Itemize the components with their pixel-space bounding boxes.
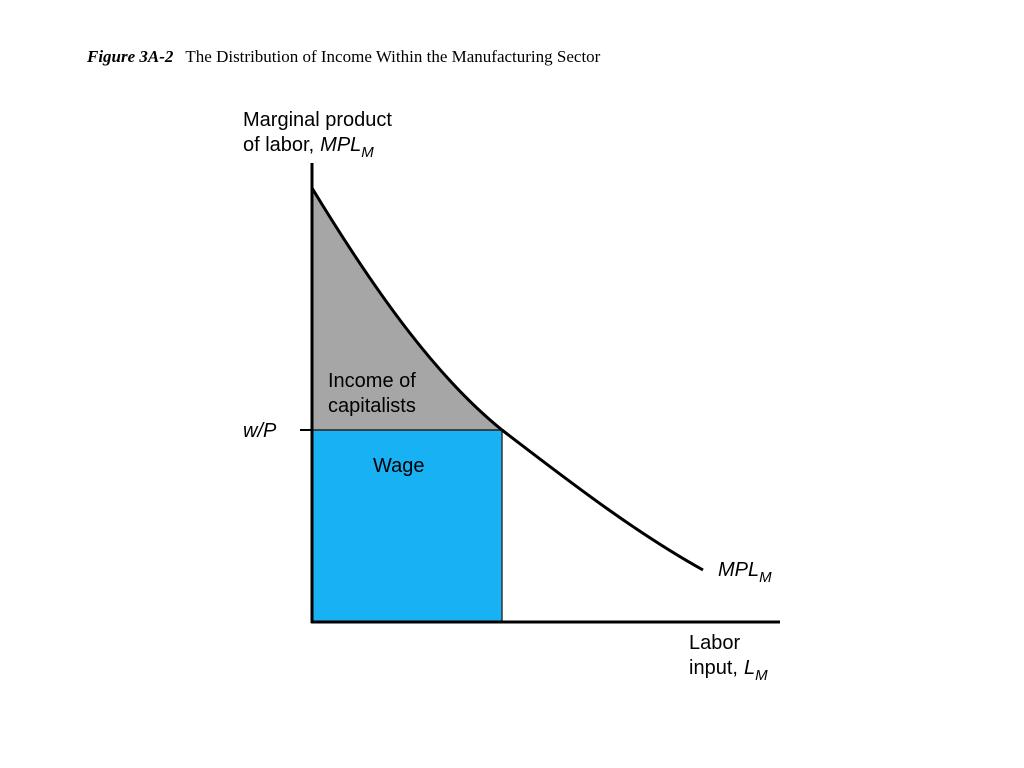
x-axis-symbol: L (744, 657, 755, 679)
wage-area (311, 429, 503, 623)
y-axis-label-line1: Marginal product (243, 109, 392, 131)
curve-symbol: MPL (718, 559, 759, 581)
capitalist-income-area (312, 188, 502, 430)
mpl-curve (310, 187, 704, 572)
x-axis-label-text: input, (689, 657, 738, 679)
figure-number: Figure 3A-2 (86, 47, 174, 66)
y-axis-label-line2: of labor, MPLM (243, 134, 374, 161)
curve-label: MPLM (718, 559, 772, 586)
x-axis-subscript: M (755, 667, 768, 684)
figure-title: The Distribution of Income Within the Ma… (185, 47, 600, 66)
x-axis-label-line1: Labor (689, 632, 740, 654)
capitalists-label-line1: Income of (328, 370, 416, 392)
y-axis-symbol: MPL (320, 134, 361, 156)
y-axis-label-text: of labor, (243, 134, 314, 156)
wage-label: Wage (373, 455, 425, 477)
y-axis-subscript: M (361, 144, 374, 161)
capitalists-label-line2: capitalists (328, 395, 416, 417)
x-axis-label-line2: input, LM (689, 657, 768, 684)
wage-level-label: w/P (243, 420, 277, 442)
figure-caption: Figure 3A-2 The Distribution of Income W… (86, 47, 601, 66)
curve-subscript: M (759, 569, 772, 586)
